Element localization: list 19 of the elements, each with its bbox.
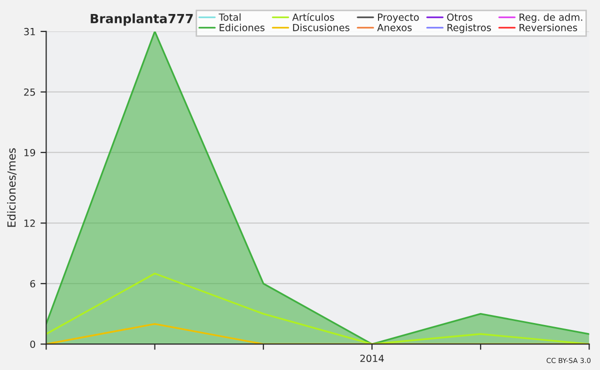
y-tick-label: 12 [24,220,35,227]
legend-label: Reversiones [520,24,578,32]
legend-label: Proyecto [378,14,419,23]
y-tick-label: 31 [24,28,35,36]
legend-label: Reg. de adm. [520,13,582,23]
y-tick-label: 19 [24,148,36,156]
y-tick-label: 25 [24,88,35,96]
y-tick-label: 6 [30,280,36,288]
legend-label: Registros [448,24,491,34]
legend-label: Otros [447,14,472,21]
y-tick-label: 0 [30,340,36,348]
x-tick-label: 2014 [360,354,384,362]
legend-label: Discusiones [293,24,350,32]
legend-label: Total [218,13,241,21]
chart-title: Branplanta777 [90,14,193,26]
legend-label: Ediciones [220,24,264,32]
legend-label: Artículos [292,12,334,21]
legend-label: Anexos [377,24,412,32]
y-axis-title: Ediciones/mes [7,148,17,227]
